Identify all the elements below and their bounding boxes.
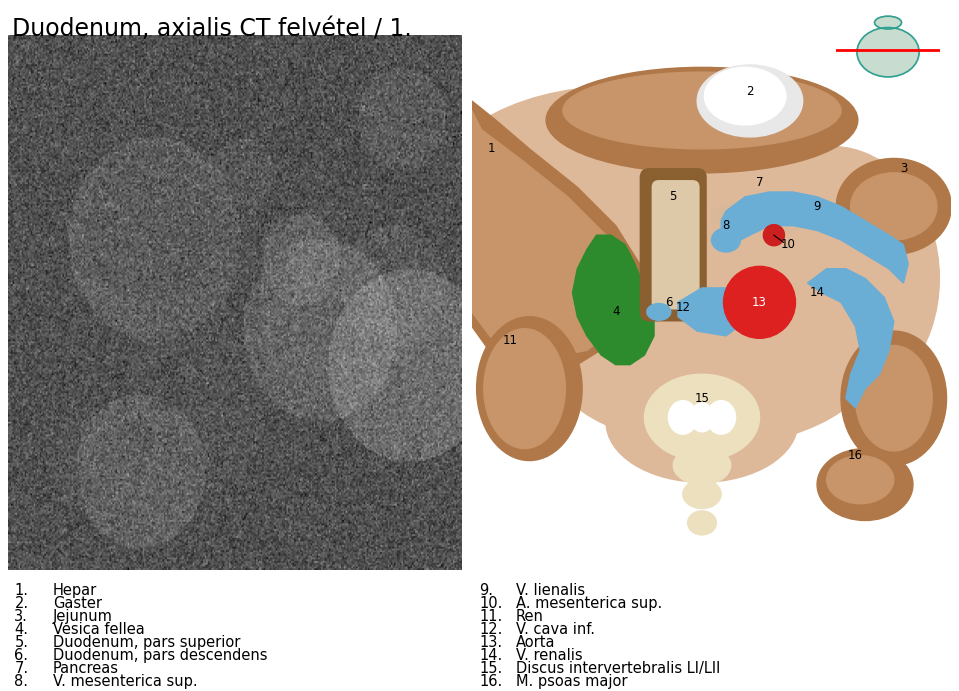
Text: 3: 3 — [900, 162, 907, 175]
Text: 6: 6 — [665, 296, 672, 309]
Text: 15: 15 — [694, 392, 710, 405]
Text: Duodenum, pars descendens: Duodenum, pars descendens — [53, 648, 268, 663]
FancyBboxPatch shape — [652, 180, 700, 310]
Text: 7: 7 — [756, 176, 763, 189]
Text: 1: 1 — [487, 142, 495, 155]
Text: 8: 8 — [722, 219, 730, 232]
Ellipse shape — [857, 28, 919, 77]
Ellipse shape — [851, 173, 937, 240]
Text: 2: 2 — [746, 85, 754, 98]
Ellipse shape — [673, 446, 731, 484]
Text: 10: 10 — [781, 238, 796, 252]
Ellipse shape — [690, 403, 713, 432]
Text: 14: 14 — [809, 286, 825, 299]
Ellipse shape — [712, 199, 817, 233]
Text: Hepar: Hepar — [53, 583, 97, 598]
Text: 16: 16 — [848, 449, 863, 462]
Text: 6.: 6. — [14, 648, 29, 663]
Text: 15.: 15. — [480, 661, 503, 676]
Text: 13: 13 — [752, 296, 767, 309]
Ellipse shape — [668, 401, 697, 434]
Text: Pancreas: Pancreas — [53, 661, 119, 676]
Ellipse shape — [836, 158, 951, 254]
Text: 5.: 5. — [14, 635, 29, 650]
Polygon shape — [807, 269, 894, 408]
Text: V. renalis: V. renalis — [516, 648, 582, 663]
Ellipse shape — [646, 303, 670, 321]
Text: 1.: 1. — [14, 583, 29, 598]
Text: 14.: 14. — [480, 648, 503, 663]
Ellipse shape — [855, 346, 932, 451]
Text: 13.: 13. — [480, 635, 503, 650]
Polygon shape — [472, 101, 640, 375]
Text: Jejunum: Jejunum — [53, 609, 112, 624]
Text: V. cava inf.: V. cava inf. — [516, 622, 595, 637]
Text: 4.: 4. — [14, 622, 29, 637]
Text: V. mesenterica sup.: V. mesenterica sup. — [53, 674, 198, 690]
Ellipse shape — [688, 511, 716, 535]
Text: 12: 12 — [675, 301, 690, 314]
Text: 11: 11 — [503, 334, 518, 347]
Text: Ren: Ren — [516, 609, 544, 624]
Ellipse shape — [707, 401, 736, 434]
Polygon shape — [678, 288, 745, 336]
FancyBboxPatch shape — [640, 168, 707, 321]
Text: Duodenum, axialis CT felvétel / 1.: Duodenum, axialis CT felvétel / 1. — [12, 17, 411, 41]
Text: Vesica fellea: Vesica fellea — [53, 622, 145, 637]
Polygon shape — [573, 235, 654, 365]
Text: 10.: 10. — [480, 596, 503, 611]
Ellipse shape — [723, 146, 940, 410]
Ellipse shape — [683, 480, 721, 509]
Circle shape — [875, 16, 901, 29]
Ellipse shape — [817, 448, 913, 520]
Text: 4: 4 — [612, 305, 620, 319]
Ellipse shape — [709, 197, 829, 245]
Text: A. mesenterica sup.: A. mesenterica sup. — [516, 596, 663, 611]
Ellipse shape — [606, 362, 798, 482]
Ellipse shape — [644, 375, 760, 460]
Text: 8.: 8. — [14, 674, 29, 690]
Ellipse shape — [712, 228, 740, 252]
Text: 16.: 16. — [480, 674, 503, 690]
Ellipse shape — [704, 67, 786, 125]
Text: 9.: 9. — [480, 583, 494, 598]
Ellipse shape — [697, 65, 803, 137]
Text: 7.: 7. — [14, 661, 29, 676]
Text: Aorta: Aorta — [516, 635, 555, 650]
Circle shape — [724, 266, 796, 339]
Text: M. psoas major: M. psoas major — [516, 674, 627, 690]
Text: 3.: 3. — [14, 609, 28, 624]
Ellipse shape — [827, 456, 894, 504]
Ellipse shape — [547, 67, 857, 173]
Text: 9: 9 — [813, 200, 821, 213]
Text: Discus intervertebralis LI/LII: Discus intervertebralis LI/LII — [516, 661, 720, 676]
Ellipse shape — [424, 86, 807, 326]
Text: Gaster: Gaster — [53, 596, 102, 611]
Ellipse shape — [483, 329, 566, 448]
Text: 2.: 2. — [14, 596, 29, 611]
Text: 12.: 12. — [480, 622, 503, 637]
Ellipse shape — [477, 316, 582, 460]
Text: 5: 5 — [669, 190, 677, 203]
Text: Duodenum, pars superior: Duodenum, pars superior — [53, 635, 240, 650]
Text: V. lienalis: V. lienalis — [516, 583, 585, 598]
Text: 11.: 11. — [480, 609, 503, 624]
Ellipse shape — [563, 72, 841, 149]
Polygon shape — [472, 111, 630, 360]
Polygon shape — [721, 192, 908, 283]
Ellipse shape — [544, 254, 879, 446]
Circle shape — [763, 225, 784, 246]
Ellipse shape — [841, 331, 947, 465]
